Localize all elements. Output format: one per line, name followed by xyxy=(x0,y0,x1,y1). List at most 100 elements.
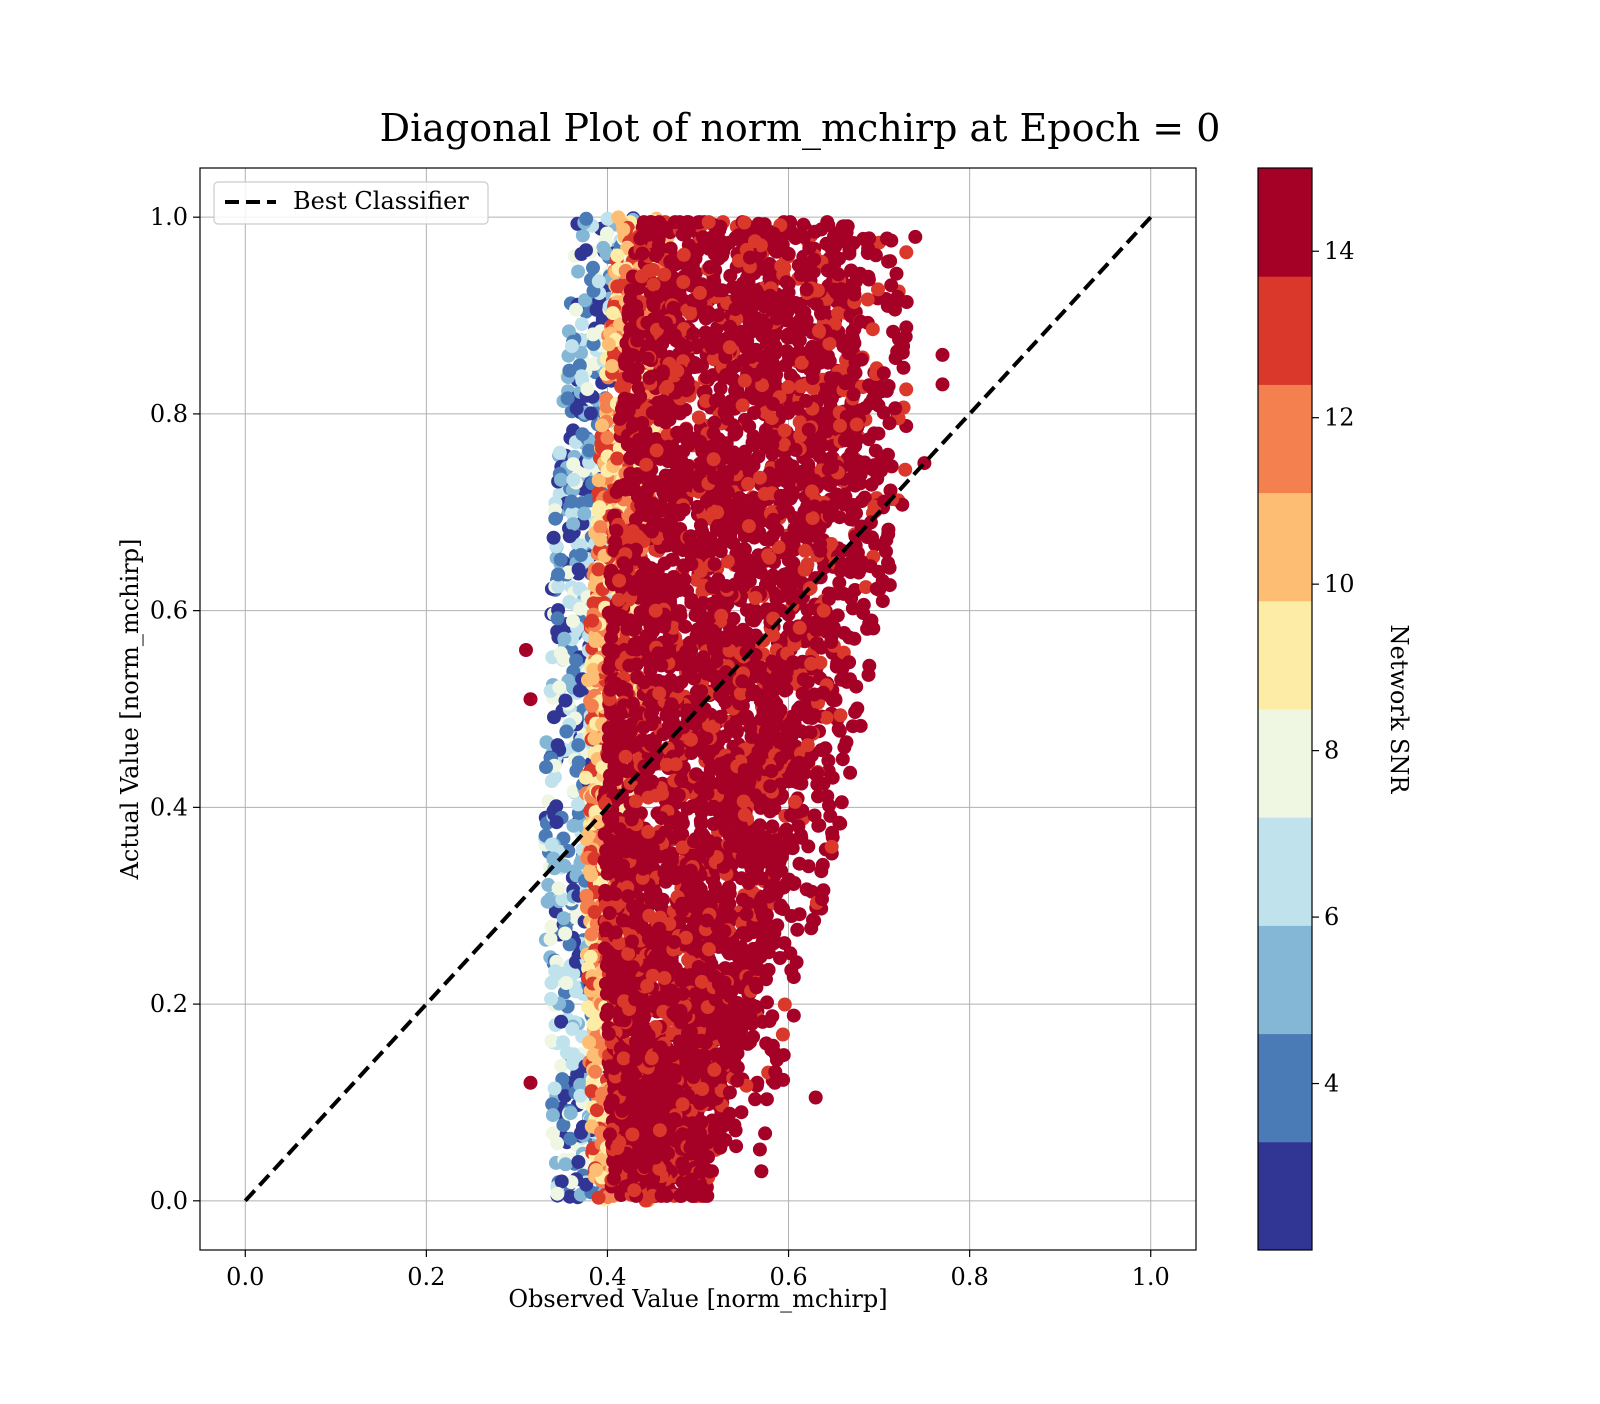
scatter-point xyxy=(556,1035,570,1049)
scatter-point xyxy=(571,265,585,279)
scatter-point xyxy=(714,381,728,395)
scatter-point xyxy=(545,774,559,788)
scatter-point xyxy=(587,732,601,746)
scatter-point xyxy=(566,1047,580,1061)
scatter-point xyxy=(743,633,757,647)
scatter-point xyxy=(547,531,561,545)
scatter-point xyxy=(582,1035,596,1049)
scatter-point xyxy=(545,976,559,990)
scatter-point xyxy=(595,418,609,432)
scatter-point xyxy=(550,815,564,829)
scatter-point xyxy=(554,646,568,660)
scatter-point xyxy=(563,529,577,543)
scatter-point xyxy=(548,512,562,526)
scatter-point xyxy=(593,520,607,534)
scatter-point xyxy=(647,278,661,292)
scatter-point xyxy=(577,507,591,521)
scatter-point xyxy=(589,1163,603,1177)
scatter-point xyxy=(571,1155,585,1169)
scatter-point xyxy=(550,1187,564,1201)
scatter-point xyxy=(593,533,607,547)
scatter-point xyxy=(566,473,580,487)
scatter-point xyxy=(559,976,573,990)
scatter-point xyxy=(605,359,619,373)
scatter-point xyxy=(553,446,567,460)
scatter-point xyxy=(602,337,616,351)
scatter-point xyxy=(580,889,594,903)
scatter-point xyxy=(830,488,844,502)
scatter-point xyxy=(607,644,621,658)
scatter-point xyxy=(552,680,566,694)
scatter-point xyxy=(551,568,565,582)
scatter-point xyxy=(545,838,559,852)
scatter-point xyxy=(565,495,579,509)
scatter-point xyxy=(586,327,600,341)
scatter-point xyxy=(567,819,581,833)
scatter-point xyxy=(564,1106,578,1120)
scatter-point xyxy=(575,369,589,383)
scatter-point xyxy=(639,590,653,604)
scatter-point xyxy=(541,895,555,909)
scatter-point xyxy=(576,427,590,441)
scatter-point xyxy=(652,232,666,246)
scatter-point xyxy=(569,654,583,668)
scatter-point xyxy=(552,881,566,895)
scatter-point xyxy=(579,771,593,785)
scatter-point xyxy=(572,563,586,577)
scatter-point xyxy=(574,548,588,562)
scatter-point xyxy=(539,760,553,774)
scatter-point xyxy=(592,1191,606,1205)
scatter-point xyxy=(551,611,565,625)
scatter-point xyxy=(580,832,594,846)
scatter-point xyxy=(604,631,618,645)
scatter-point xyxy=(586,261,600,275)
scatter-point xyxy=(587,1048,601,1062)
scatter-point xyxy=(554,473,568,487)
scatter-point xyxy=(550,1136,564,1150)
scatter-point xyxy=(559,725,573,739)
scatter-point xyxy=(585,699,599,713)
scatter-point xyxy=(723,269,737,283)
scatter-point xyxy=(586,671,600,685)
scatter-point xyxy=(579,212,593,226)
scatter-point xyxy=(566,457,580,471)
scatter-point xyxy=(642,371,656,385)
scatter-point xyxy=(736,398,750,412)
scatter-point xyxy=(566,517,580,531)
scatter-point xyxy=(584,950,598,964)
scatter-point xyxy=(551,738,565,752)
scatter-point xyxy=(566,614,580,628)
scatter-point xyxy=(565,1022,579,1036)
scatter-point xyxy=(555,1175,569,1189)
scatter-point xyxy=(606,306,620,320)
scatter-point xyxy=(592,500,606,514)
scatter-point xyxy=(765,819,779,833)
scatter-point xyxy=(584,868,598,882)
scatter-point xyxy=(587,1017,601,1031)
scatter-point xyxy=(557,911,571,925)
scatter-point xyxy=(559,694,573,708)
scatter-point xyxy=(544,932,558,946)
scatter-point xyxy=(558,927,572,941)
scatter-point xyxy=(692,411,706,425)
scatter-point xyxy=(628,371,642,385)
scatter-point xyxy=(573,602,587,616)
scatter-point xyxy=(547,710,561,724)
scatter-point xyxy=(616,223,630,237)
scatter-point xyxy=(592,274,606,288)
chart-title: Diagonal Plot of norm_mchirp at Epoch = … xyxy=(380,106,1221,151)
scatter-point xyxy=(559,1157,573,1171)
scatter-point xyxy=(579,243,593,257)
scatter-point xyxy=(565,339,579,353)
scatter-point xyxy=(562,364,576,378)
scatter-point xyxy=(610,249,624,263)
plot-area xyxy=(200,168,1196,1250)
scatter-point xyxy=(584,406,598,420)
scatter-point xyxy=(544,992,558,1006)
scatter-point xyxy=(591,562,605,576)
scatter-point xyxy=(753,818,767,832)
scatter-point xyxy=(590,303,604,317)
scatter-point xyxy=(575,317,589,331)
